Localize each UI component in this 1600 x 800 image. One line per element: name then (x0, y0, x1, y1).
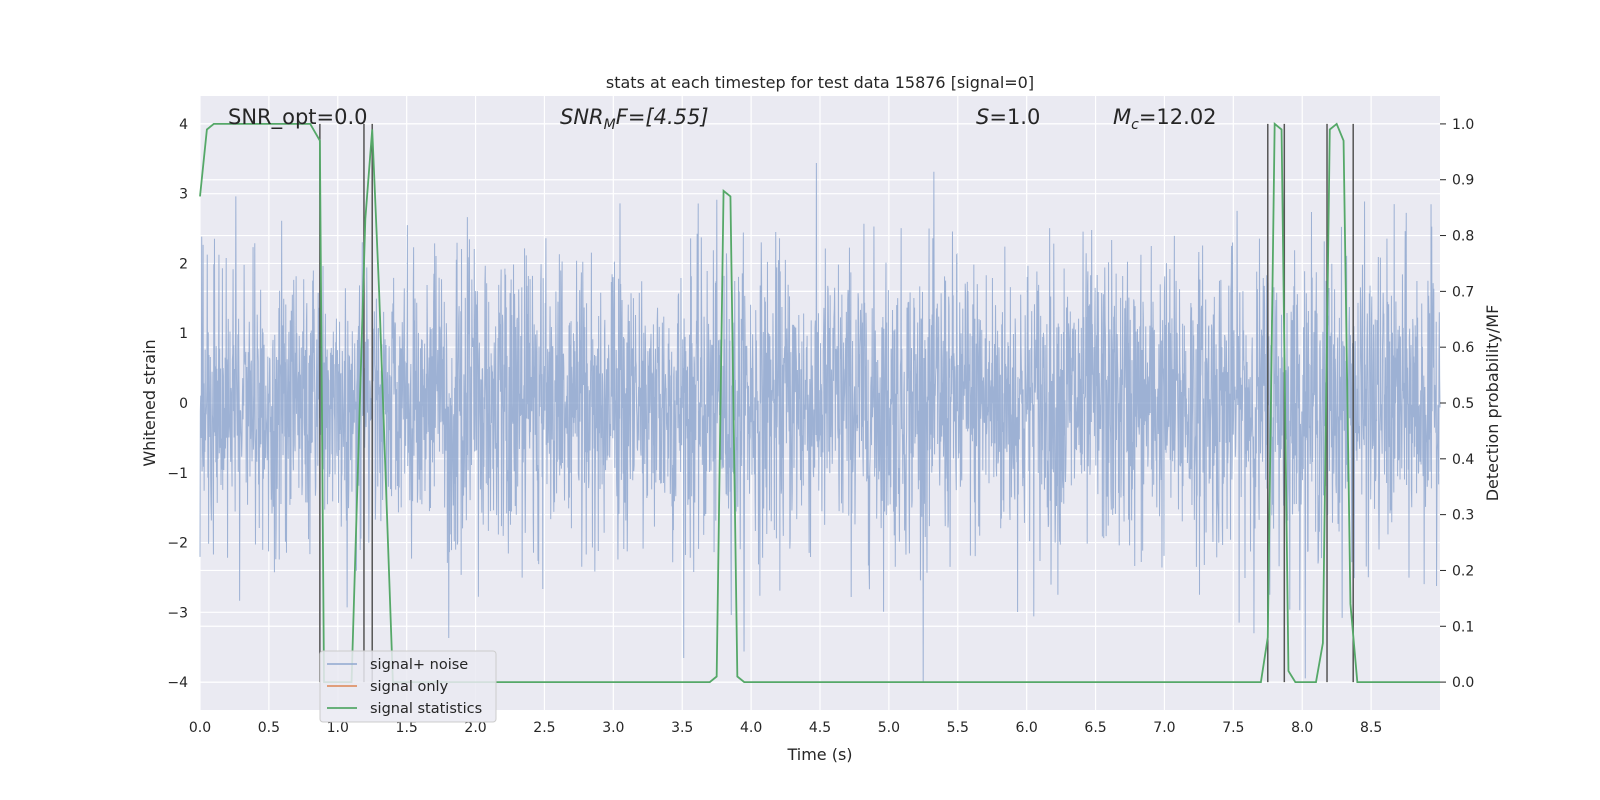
x-tick-1: 0.5 (258, 720, 280, 736)
y-left-tick-labels: −4 −3 −2 −1 0 1 2 3 4 (167, 117, 188, 691)
legend: signal+ noise signal only signal statist… (319, 650, 497, 723)
y-right-tick-5: 0.5 (1452, 396, 1474, 412)
x-tick-0: 0.0 (189, 720, 211, 736)
y-left-tick-2: −2 (167, 536, 188, 552)
noise-line (199, 163, 1441, 683)
x-tick-16: 8.0 (1291, 720, 1313, 736)
y-right-tick-9: 0.9 (1452, 173, 1474, 189)
legend-box (319, 650, 497, 723)
y-right-tick-2: 0.2 (1452, 563, 1474, 579)
y-left-tick-3: −1 (167, 466, 188, 482)
y-right-tick-4: 0.4 (1452, 452, 1474, 468)
x-tick-10: 5.0 (878, 720, 900, 736)
annotation-snr-opt: SNR_opt=0.0 (228, 105, 368, 130)
y-left-tick-0: −4 (167, 675, 188, 691)
x-tick-4: 2.0 (464, 720, 486, 736)
series-signal-noise (199, 163, 1441, 683)
y-right-tick-labels: 0.0 0.1 0.2 0.3 0.4 0.5 0.6 0.7 0.8 0.9 1.0 (1440, 117, 1474, 691)
x-tick-7: 3.5 (671, 720, 693, 736)
legend-label-signal-only: signal only (370, 679, 449, 695)
y-axis-label-left: Whitened strain (140, 339, 159, 466)
y-left-tick-7: 3 (179, 187, 188, 203)
x-tick-15: 7.5 (1222, 720, 1244, 736)
y-right-tick-8: 0.8 (1452, 229, 1474, 245)
y-right-tick-1: 0.1 (1452, 619, 1474, 635)
x-axis-label: Time (s) (786, 745, 852, 764)
x-tick-3: 1.5 (396, 720, 418, 736)
x-tick-17: 8.5 (1360, 720, 1382, 736)
legend-label-signal-statistics: signal statistics (370, 701, 482, 717)
x-tick-13: 6.5 (1084, 720, 1106, 736)
annotation-snr-mf: SNRMF=[4.55] (560, 105, 709, 133)
y-axis-label-right: Detection probability/MF (1483, 305, 1502, 502)
x-tick-9: 4.5 (809, 720, 831, 736)
legend-label-signal-noise: signal+ noise (370, 657, 468, 673)
y-right-tick-3: 0.3 (1452, 508, 1474, 524)
x-tick-5: 2.5 (533, 720, 555, 736)
x-tick-labels: 0.0 0.5 1.0 1.5 2.0 2.5 3.0 3.5 4.0 4.5 5.0 5.5 6.0 6… (189, 720, 1382, 736)
y-right-tick-10: 1.0 (1452, 117, 1474, 133)
y-left-tick-4: 0 (179, 396, 188, 412)
x-tick-14: 7.0 (1153, 720, 1175, 736)
y-left-tick-5: 1 (179, 326, 188, 342)
y-left-tick-8: 4 (179, 117, 188, 133)
x-tick-6: 3.0 (602, 720, 624, 736)
statistics-line (199, 122, 1440, 683)
y-left-tick-6: 2 (179, 256, 188, 272)
y-right-tick-7: 0.7 (1452, 284, 1474, 300)
x-tick-2: 1.0 (327, 720, 349, 736)
y-left-tick-1: −3 (167, 605, 188, 621)
chart-title: stats at each timestep for test data 158… (606, 73, 1034, 92)
x-tick-11: 5.5 (947, 720, 969, 736)
x-tick-8: 4.0 (740, 720, 762, 736)
y-right-tick-0: 0.0 (1452, 675, 1474, 691)
x-tick-12: 6.0 (1016, 720, 1038, 736)
series-signal-statistics (199, 122, 1440, 683)
annotation-s: S=1.0 (976, 105, 1040, 129)
annotation-mc: Mc=12.02 (1113, 105, 1217, 133)
y-right-tick-6: 0.6 (1452, 340, 1474, 356)
